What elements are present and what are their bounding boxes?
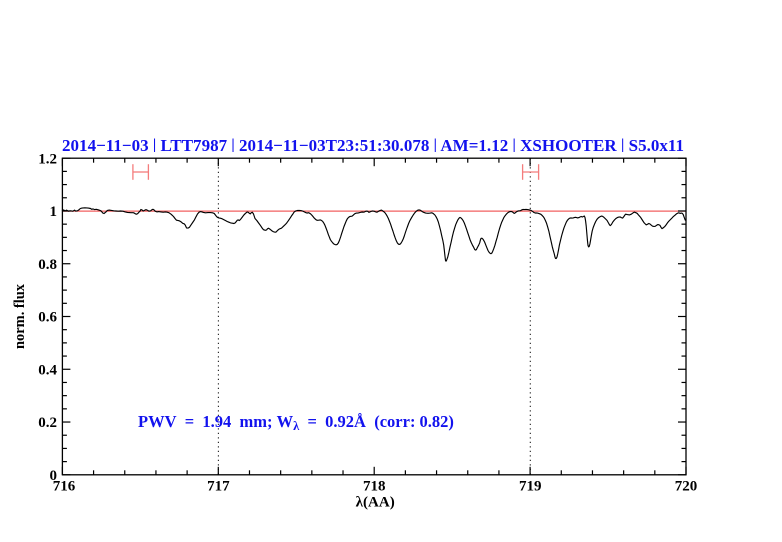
- svg-text:717: 717: [207, 478, 230, 494]
- svg-text:720: 720: [675, 478, 698, 494]
- svg-text:0.6: 0.6: [38, 310, 57, 326]
- svg-text:norm. flux: norm. flux: [12, 283, 28, 349]
- svg-text:719: 719: [519, 478, 542, 494]
- svg-text:0.2: 0.2: [38, 415, 57, 431]
- svg-text:PWV = 1.94 mm; Wλ = 0.92Å: PWV = 1.94 mm; Wλ = 0.92Å (corr: 0.82): [138, 412, 454, 433]
- svg-text:1.2: 1.2: [38, 151, 57, 167]
- svg-text:λ(AA): λ(AA): [356, 495, 395, 511]
- svg-text:0.4: 0.4: [38, 363, 57, 379]
- svg-text:1: 1: [50, 204, 58, 220]
- svg-text:0.8: 0.8: [38, 257, 57, 273]
- svg-text:2014−11−03 | LTT7987 | 2014−11: 2014−11−03 | LTT7987 | 2014−11−03T23:51:…: [62, 136, 684, 155]
- svg-text:716: 716: [53, 478, 76, 494]
- svg-text:718: 718: [363, 478, 386, 494]
- svg-text:0: 0: [50, 468, 58, 484]
